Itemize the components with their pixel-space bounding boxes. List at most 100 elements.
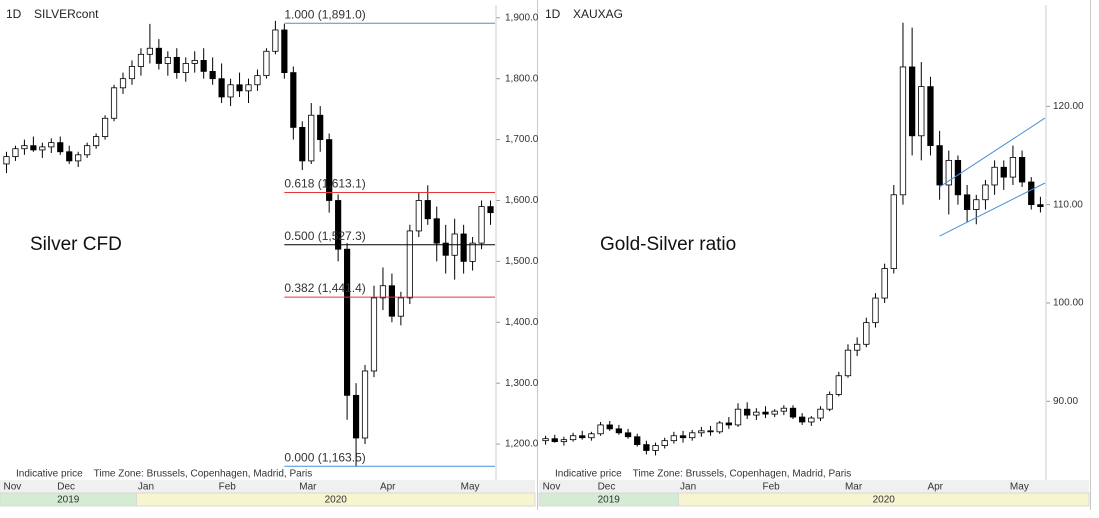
- candle-body: [101, 117, 109, 137]
- candle-body: [173, 56, 180, 73]
- symbol: SILVERcont: [34, 7, 99, 21]
- candle-body: [908, 66, 916, 137]
- candle-body: [397, 297, 404, 317]
- y-tick-label: 1,200.0: [505, 439, 539, 450]
- candle-body: [236, 84, 243, 92]
- candle-body: [835, 375, 842, 395]
- candle-body: [460, 233, 467, 262]
- candle-body: [487, 206, 494, 214]
- candle-body: [844, 349, 852, 377]
- candle-body: [299, 127, 306, 162]
- candle-body: [899, 66, 907, 196]
- month-band: [0, 480, 535, 493]
- year-label: 2020: [325, 495, 348, 506]
- candle-body: [698, 430, 705, 434]
- candle-body: [182, 63, 189, 73]
- x-tick-label: Jan: [680, 482, 696, 493]
- candle-body: [670, 435, 678, 442]
- candle-body: [326, 139, 333, 201]
- footer: Indicative price Time Zone: Brussels, Co…: [16, 469, 312, 480]
- interval: 1D: [545, 7, 561, 21]
- candle-body: [57, 142, 64, 153]
- candle-body: [218, 78, 225, 98]
- candle-body: [569, 435, 577, 441]
- y-tick-label: 90.00: [1053, 396, 1078, 407]
- candle-body: [442, 242, 449, 256]
- candle-body: [927, 86, 934, 147]
- candle-body: [406, 230, 413, 299]
- candle-body: [689, 432, 696, 439]
- candle-body: [263, 50, 270, 77]
- candle-body: [991, 166, 998, 186]
- candle-body: [890, 194, 897, 269]
- candle-body: [30, 145, 37, 151]
- annotation: Gold-Silver ratio: [600, 234, 736, 255]
- x-tick-label: Feb: [219, 482, 237, 493]
- candle-body: [191, 60, 198, 64]
- candle-body: [716, 422, 723, 433]
- candle-body: [478, 206, 485, 244]
- candle-body: [918, 86, 925, 137]
- candle-body: [75, 154, 82, 162]
- candle-body: [771, 410, 778, 415]
- candle-body: [415, 200, 422, 232]
- candle-body: [137, 53, 145, 67]
- channel-line: [939, 182, 1046, 237]
- candle-body: [954, 159, 962, 196]
- candle-body: [1037, 204, 1044, 208]
- candle-body: [335, 200, 342, 250]
- candle-body: [945, 159, 952, 186]
- candle-body: [146, 47, 153, 55]
- candle-body: [936, 145, 943, 186]
- fib-label: 1.000 (1,891.0): [284, 7, 365, 21]
- candle-body: [1028, 181, 1035, 206]
- candle-body: [66, 151, 73, 162]
- x-tick-label: Nov: [3, 482, 21, 493]
- candle-body: [254, 75, 261, 86]
- year-label: 2019: [57, 495, 80, 506]
- candle-body: [308, 114, 315, 162]
- candle-body: [808, 417, 815, 423]
- candle-body: [1009, 157, 1017, 178]
- candle-body: [361, 370, 369, 439]
- footer: Indicative price Time Zone: Brussels, Co…: [555, 469, 851, 480]
- candle-body: [3, 156, 10, 165]
- candle-body: [424, 200, 431, 220]
- y-tick-label: 1,800.0: [505, 73, 539, 84]
- candle-body: [863, 322, 870, 345]
- candle-body: [579, 435, 586, 439]
- x-tick-label: Dec: [57, 482, 75, 493]
- candle-body: [615, 428, 623, 434]
- x-tick-label: Apr: [927, 482, 943, 493]
- annotation: Silver CFD: [30, 234, 122, 255]
- year-band: [677, 492, 1090, 507]
- candle-body: [734, 408, 742, 426]
- candle-body: [652, 445, 659, 451]
- candle-body: [881, 268, 888, 299]
- month-band: [539, 480, 1089, 493]
- candle-body: [560, 439, 568, 443]
- candle-body: [433, 218, 440, 244]
- candle-body: [597, 424, 604, 435]
- candle-body: [725, 422, 733, 426]
- y-tick-label: 100.00: [1053, 298, 1084, 309]
- candle-body: [551, 438, 558, 443]
- candle-body: [200, 60, 207, 72]
- candle-body: [209, 70, 216, 80]
- x-tick-label: May: [1010, 482, 1029, 493]
- symbol: XAUXAG: [573, 7, 623, 21]
- candle-body: [290, 72, 297, 128]
- candle-body: [12, 148, 19, 158]
- candle-body: [128, 66, 136, 80]
- candle-body: [762, 411, 769, 415]
- candle-body: [753, 411, 760, 416]
- candle-body: [164, 56, 171, 64]
- candle-body: [344, 248, 351, 396]
- candle-body: [744, 408, 751, 416]
- candle-body: [661, 440, 668, 446]
- candle-body: [707, 430, 714, 433]
- candle-body: [1000, 166, 1007, 178]
- x-tick-label: Mar: [845, 482, 863, 493]
